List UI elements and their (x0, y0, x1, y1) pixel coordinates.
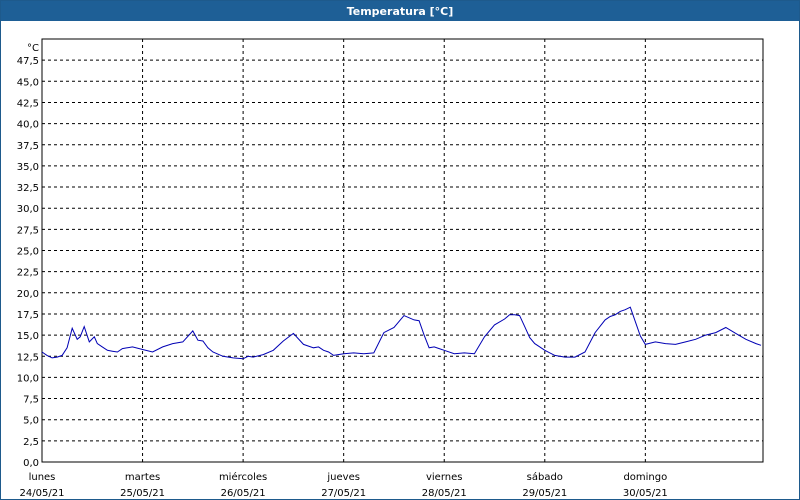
x-tick-day-label: miércoles (219, 471, 267, 483)
grid-lines (42, 39, 763, 462)
y-tick-label: 30,0 (17, 204, 39, 215)
y-tick-label: 7,5 (23, 395, 39, 406)
x-tick-date-label: 26/05/21 (221, 488, 266, 499)
y-tick-label: 2,5 (23, 437, 39, 448)
x-tick-day-label: viernes (426, 472, 462, 483)
y-tick-label: 5,0 (23, 416, 39, 427)
x-tick-day-label: domingo (623, 472, 667, 483)
series-line-temperature (41, 306, 762, 360)
y-tick-label: 0,0 (23, 458, 39, 469)
x-tick-date-label: 29/05/21 (522, 488, 567, 499)
series-layer (41, 306, 762, 360)
y-tick-label: 40,0 (17, 120, 39, 131)
y-tick-label: 22,5 (17, 268, 39, 279)
y-tick-label: 35,0 (17, 162, 39, 173)
y-tick-label: 10,0 (17, 373, 39, 384)
x-tick-date-label: 25/05/21 (120, 488, 165, 499)
x-tick-day-label: jueves (326, 472, 360, 483)
y-tick-label: 25,0 (17, 247, 39, 258)
y-tick-label: 20,0 (17, 289, 39, 300)
y-tick-label: 17,5 (17, 310, 39, 321)
y-axis-label: °C (27, 43, 39, 54)
x-tick-date-label: 28/05/21 (422, 488, 467, 499)
window-title: Temperatura [°C] (346, 4, 454, 18)
y-tick-label: 42,5 (17, 98, 39, 109)
x-axis-ticks: lunes 24/05/21 martes 25/05/21 miércoles 26/0… (20, 471, 668, 499)
y-tick-label: 32,5 (17, 183, 39, 194)
y-tick-label: 37,5 (17, 141, 39, 152)
x-tick-day-label: sábado (527, 471, 563, 483)
y-tick-label: 12,5 (17, 352, 39, 363)
y-tick-label: 47,5 (17, 56, 39, 67)
temperature-chart: 0,0 2,5 5,0 7,5 10,0 12,5 15,0 17,5 20,0 22,5 25,0… (17, 38, 764, 499)
x-tick-day-label: lunes (29, 472, 56, 483)
y-axis-ticks: 0,0 2,5 5,0 7,5 10,0 12,5 15,0 17,5 20,0 22,5 25,0… (17, 56, 39, 469)
y-tick-label: 27,5 (17, 225, 39, 236)
window-titlebar: Temperatura [°C] (1, 1, 799, 21)
y-tick-label: 45,0 (17, 77, 39, 88)
y-tick-label: 15,0 (17, 331, 39, 342)
x-tick-date-label: 30/05/21 (623, 488, 668, 499)
x-tick-date-label: 24/05/21 (20, 488, 65, 499)
x-tick-day-label: martes (125, 472, 160, 483)
x-tick-date-label: 27/05/21 (321, 488, 366, 499)
